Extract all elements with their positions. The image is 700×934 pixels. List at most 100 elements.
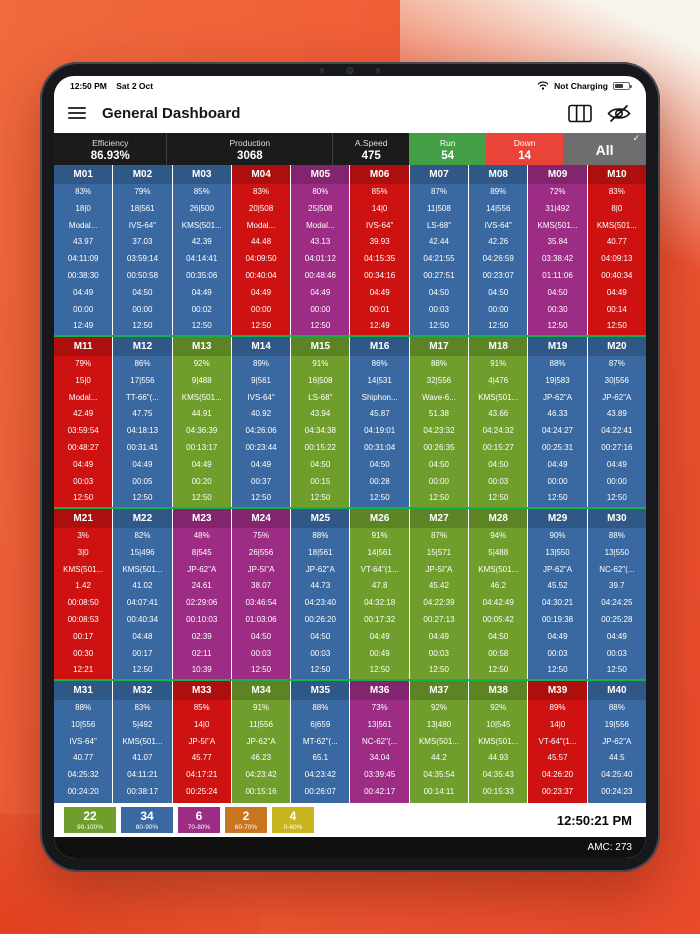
machine-stat: 12:50 (73, 493, 94, 503)
machine-stat: 12:21 (73, 665, 94, 675)
all-label: All (595, 141, 614, 158)
machine-stat: 04:14:41 (186, 254, 218, 264)
machine-tile-m12[interactable]: M12 86% 17|556 TT-66"(... 47.75 04:18:13 00:31… (113, 337, 172, 507)
machine-id: M40 (587, 681, 646, 700)
machine-stat: 89% (253, 359, 270, 368)
machine-tile-m40[interactable]: M40 88% 19|556 JP-62"A 44.5 04:25:40 00:24:23 (587, 681, 646, 803)
machine-stat: IVS-64" (247, 392, 275, 402)
machine-stat: 12:50 (369, 493, 390, 503)
machine-tile-m09[interactable]: M09 72% 31|492 KMS(501... 35.84 03:38:42 01:11… (528, 165, 587, 335)
stat-production: Production 3068 (166, 133, 333, 165)
machine-tile-m29[interactable]: M29 90% 13|550 JP-62"A 45.52 04:30:21 00:19:38… (528, 509, 587, 679)
machine-tile-m18[interactable]: M18 91% 4|476 KMS(501... 43.66 04:24:32 00:15:… (469, 337, 528, 507)
menu-icon[interactable] (68, 107, 86, 119)
machine-tile-m13[interactable]: M13 92% 9|488 KMS(501... 44.91 04:36:39 00:13:… (172, 337, 231, 507)
machine-stat: 04:34:38 (304, 426, 336, 436)
machine-tile-m37[interactable]: M37 92% 13|480 KMS(501... 44.2 04:35:54 00:14:… (409, 681, 469, 803)
row-separator (54, 679, 646, 681)
legend-bucket-70-80[interactable]: 6 70-80% (178, 807, 220, 833)
machine-stat: 47.8 (371, 581, 388, 591)
machine-id: M25 (291, 509, 350, 528)
machine-stat: 3|0 (77, 547, 89, 557)
machine-stat: 00:03 (310, 648, 331, 658)
machine-stat: 1.42 (75, 581, 91, 591)
machine-tile-m33[interactable]: M33 85% 14|0 JP-5I"A 45.77 04:17:21 00:25:24 (172, 681, 231, 803)
machine-tile-m06[interactable]: M06 85% 14|0 IVS-64" 39.93 04:15:35 00:34:16 04… (350, 165, 409, 335)
machine-tile-m24[interactable]: M24 75% 26|556 JP-5I"A 38.07 03:46:54 01:03:06… (231, 509, 291, 679)
machine-tile-m32[interactable]: M32 83% 5|492 KMS(501... 41.07 04:11:21 00:38:… (113, 681, 172, 803)
machine-stat: KMS(501... (537, 220, 578, 230)
machine-id: M22 (113, 509, 172, 528)
machine-id: M26 (350, 509, 409, 528)
machine-stat: 00:27:13 (423, 614, 455, 624)
machine-tile-m22[interactable]: M22 82% 15|496 KMS(501... 41.02 04:07:41 00:40… (113, 509, 172, 679)
machine-tile-m34[interactable]: M34 91% 11|556 JP-62"A 46.23 04:23:42 00:15:16 (231, 681, 291, 803)
machine-tile-m08[interactable]: M08 89% 14|556 IVS-64" 42.26 04:26:59 00:23:07… (469, 165, 528, 335)
machine-tile-m07[interactable]: M07 87% 11|508 LS-68" 42.44 04:21:55 00:27:51 0… (409, 165, 469, 335)
machine-tile-m38[interactable]: M38 92% 10|545 KMS(501... 44.93 04:35:43 00:15… (469, 681, 528, 803)
machine-tile-m16[interactable]: M16 86% 14|531 Shiphon... 45.87 04:19:01 00:31… (350, 337, 409, 507)
machine-tile-m11[interactable]: M11 79% 15|0 Modal... 42.49 03:59:54 00:48:27 0… (54, 337, 113, 507)
machine-tile-m23[interactable]: M23 48% 8|545 JP-62"A 24.61 02:29:06 00:10:03 0… (172, 509, 231, 679)
machine-stat: 04:17:21 (186, 770, 218, 780)
legend-bucket-90-100[interactable]: 22 90-100% (64, 807, 116, 833)
machine-stat: 00:15:22 (304, 442, 336, 452)
machine-stat: 12:50 (606, 321, 627, 331)
legend-bucket-60-70[interactable]: 2 60-70% (225, 807, 267, 833)
legend-bucket-80-90[interactable]: 34 80-90% (121, 807, 173, 833)
machine-stat: JP-62"A (602, 392, 632, 402)
machine-stat: 04:49 (310, 287, 331, 297)
machine-id: M21 (54, 509, 113, 528)
machine-tile-m25[interactable]: M25 88% 18|561 JP-62"A 44.73 04:23:40 00:26:20… (291, 509, 350, 679)
machine-tile-m14[interactable]: M14 89% 9|561 IVS-64" 40.92 04:26:06 00:23:44 0… (231, 337, 291, 507)
machine-tile-m19[interactable]: M19 88% 19|583 JP-62"A 46.33 04:24:27 00:25:31… (528, 337, 587, 507)
legend-bucket-0-60[interactable]: 4 0-60% (272, 807, 314, 833)
machine-stat: 87% (430, 187, 447, 196)
machine-stat: 00:48:46 (304, 270, 336, 280)
machine-stat: 8|0 (611, 203, 623, 213)
machine-tile-m28[interactable]: M28 94% 5|488 KMS(501... 46.2 04:42:49 00:05:4… (469, 509, 528, 679)
machine-tile-m35[interactable]: M35 88% 6|659 MT-62"(... 65.1 04:23:42 00:26:0… (291, 681, 350, 803)
machine-tile-m20[interactable]: M20 87% 30|556 JP-62"A 43.89 04:22:41 00:27:16… (587, 337, 646, 507)
machine-stat: 00:17 (132, 648, 153, 658)
machine-stat: 46.23 (251, 753, 272, 763)
machine-tile-m05[interactable]: M05 80% 25|508 Modal... 43.13 04:01:12 00:48:4… (291, 165, 350, 335)
machine-tile-m39[interactable]: M39 89% 14|0 VT-64"(1... 45.57 04:26:20 00:23:… (528, 681, 587, 803)
machine-stat: 19|556 (604, 719, 629, 729)
machine-stat: 02:39 (191, 631, 212, 641)
machine-stat: 04:26:20 (541, 770, 574, 780)
machine-tile-m04[interactable]: M04 83% 20|508 Modal... 44.48 04:09:50 00:40:0… (231, 165, 291, 335)
stat-label: Efficiency (92, 137, 129, 148)
stat-run-filter[interactable]: Run 54 (409, 133, 487, 165)
wifi-icon (537, 81, 549, 90)
machine-tile-m26[interactable]: M26 91% 14|561 VT-64"(1... 47.8 04:32:18 00:17… (350, 509, 409, 679)
machine-tile-m02[interactable]: M02 79% 18|561 IVS-64" 37.03 03:59:14 00:50:58… (113, 165, 172, 335)
machine-tile-m21[interactable]: M21 3% 3|0 KMS(501... 1.42 00:08:50 00:08:53 00… (54, 509, 113, 679)
hide-eye-icon[interactable] (606, 104, 632, 123)
stat-value: 86.93% (90, 149, 130, 162)
machine-id: M35 (291, 681, 350, 700)
machine-stat: 04:50 (488, 287, 509, 297)
machine-id: M10 (587, 165, 646, 184)
stat-all-filter[interactable]: ✓ All (563, 133, 646, 165)
machine-tile-m17[interactable]: M17 88% 32|556 Wave-6... 51.38 04:23:32 00:26:… (409, 337, 469, 507)
machine-tile-m10[interactable]: M10 83% 8|0 KMS(501... 40.77 04:09:13 00:40:34… (587, 165, 646, 335)
machine-stat: 44.91 (191, 409, 212, 419)
machine-stat: 13|561 (367, 719, 392, 729)
machine-tile-m27[interactable]: M27 87% 15|571 JP-5I"A 45.42 04:22:39 00:27:13… (409, 509, 469, 679)
machine-row: M21 3% 3|0 KMS(501... 1.42 00:08:50 00:08:53 00… (54, 509, 646, 679)
machine-tile-m31[interactable]: M31 88% 10|556 IVS-64" 40.77 04:25:32 00:24:20 (54, 681, 113, 803)
machine-stat: 43.13 (310, 237, 331, 247)
machine-stat: 46.2 (490, 581, 507, 591)
machine-stat: 12:50 (251, 665, 272, 675)
machine-tile-m30[interactable]: M30 88% 13|550 NC-62"(... 39.7 04:24:25 00:25:… (587, 509, 646, 679)
machine-stat: 14|556 (486, 203, 511, 213)
columns-icon[interactable] (568, 104, 592, 123)
stat-down-filter[interactable]: Down 14 (486, 133, 564, 165)
machine-stat: 83% (134, 703, 151, 712)
machine-stat: JP-62"A (543, 564, 573, 574)
machine-tile-m01[interactable]: M01 83% 18|0 Modal... 43.97 04:11:09 00:38:30 0… (54, 165, 113, 335)
machine-tile-m36[interactable]: M36 73% 13|561 NC-62"(... 34.04 03:39:45 00:42… (350, 681, 409, 803)
machine-tile-m03[interactable]: M03 85% 26|500 KMS(501... 42.39 04:14:41 00:35… (172, 165, 231, 335)
machine-tile-m15[interactable]: M15 91% 16|508 LS-68" 43.94 04:34:38 00:15:22 0… (291, 337, 350, 507)
